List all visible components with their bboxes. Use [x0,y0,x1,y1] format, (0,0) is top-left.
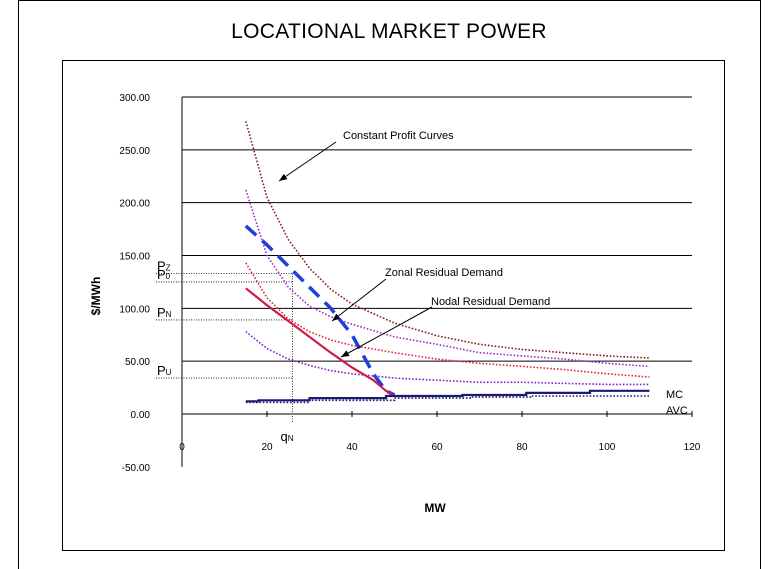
y-tick-label: 250.00 [119,146,150,157]
annotation-mc: MC [666,389,683,401]
arrow-nodal-head [341,350,350,357]
reference-level-label: PN [157,305,172,320]
series-line-0 [245,121,650,359]
chart-box [62,60,725,551]
arrow-nodal [340,306,433,358]
frame-top-border [18,0,761,1]
y-tick-label: -50.00 [122,463,151,474]
series-line-5 [245,287,396,397]
annotation-avc: AVC [666,405,688,417]
arrow-constant-profit-head [279,173,288,181]
arrow-zonal [331,278,387,322]
series-line-4 [244,224,396,397]
arrow-constant-profit [278,141,337,182]
x-tick-label: 20 [261,442,273,453]
series-group [244,121,650,404]
y-axis-label: $/MWh [89,277,103,316]
y-tick-label: 300.00 [119,93,150,104]
y-tick-label: 200.00 [119,199,150,210]
series-line-1 [245,189,650,368]
series-line-3 [245,330,650,386]
annotation-zonal: Zonal Residual Demand [385,267,503,279]
x-tick-label: 100 [599,442,616,453]
annotation-constant-profit: Constant Profit Curves [343,130,454,142]
reference-level-label: PU [157,363,172,378]
y-tick-label: 0.00 [131,410,151,421]
reference-lines [156,273,293,422]
x-tick-label: 60 [431,442,443,453]
y-tick-label: 100.00 [119,304,150,315]
x-tick-label: 40 [346,442,358,453]
annotation-nodal: Nodal Residual Demand [431,296,550,308]
y-tick-label: 150.00 [119,252,150,263]
label-group: -50.00 0.00 50.00 100.00 150.00 200.00 250.00 3… [119,93,700,474]
arrow-zonal-head [332,313,341,321]
series-line-2 [245,262,650,378]
x-tick-label: 0 [179,442,185,453]
y-tick-label: 50.00 [125,357,150,368]
x-tick-label: 120 [684,442,701,453]
frame-left-border [18,0,19,569]
x-axis-label: MW [424,501,446,515]
page-title: LOCATIONAL MARKET POWER [231,20,547,43]
x-tick-label: 80 [516,442,528,453]
reference-x-label: qN [281,429,294,444]
frame-right-border [760,0,761,569]
series-line-7 [245,395,650,404]
series-line-6 [245,389,650,403]
